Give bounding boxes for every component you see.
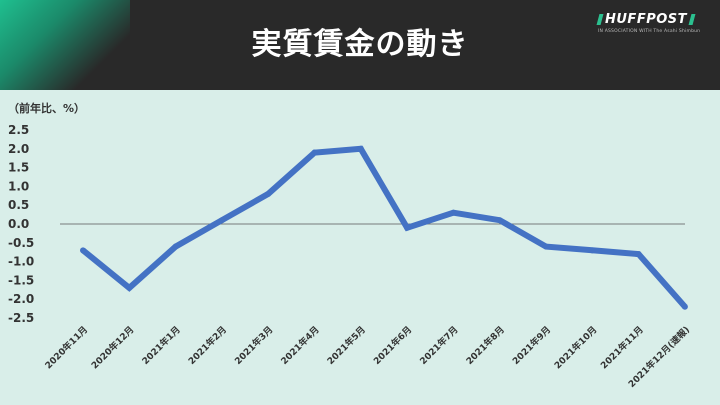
accent-gradient — [0, 0, 130, 90]
y-axis-ticks: 2.5 2.0 1.5 1.0 0.5 0.0 -0.5 -1.0 -1.5 -2.0 -2.5 — [8, 123, 34, 325]
y-tick-label: -2.5 — [8, 311, 34, 325]
x-tick-label: 2021年4月 — [278, 324, 321, 367]
logo-text: HUFFPOST — [605, 12, 688, 27]
data-point — [311, 149, 318, 156]
data-point — [450, 209, 457, 216]
series-line — [81, 145, 688, 309]
y-tick-label: 2.5 — [8, 123, 29, 137]
x-tick-label: 2021年1月 — [139, 324, 182, 367]
data-point — [635, 251, 642, 258]
data-point — [357, 145, 364, 152]
logo-mark: HUFFPOST — [596, 12, 708, 27]
y-tick-label: 2.0 — [8, 142, 29, 156]
x-tick-label: 2021年5月 — [325, 324, 368, 367]
y-tick-label: 0.5 — [8, 198, 29, 212]
data-point — [543, 243, 549, 250]
x-tick-label: 2021年7月 — [417, 324, 460, 367]
data-point — [126, 284, 133, 291]
y-tick-label: -1.5 — [8, 273, 34, 287]
y-tick-label: 0.0 — [8, 217, 29, 231]
data-point — [681, 303, 688, 310]
data-point — [80, 247, 86, 254]
x-tick-label: 2021年2月 — [186, 324, 229, 367]
x-tick-label: 2021年8月 — [463, 324, 506, 367]
x-tick-label: 2021年6月 — [371, 324, 414, 367]
x-tick-label: 2021年9月 — [510, 324, 553, 367]
y-tick-label: 1.5 — [8, 161, 29, 175]
x-tick-label: 2021年10月 — [552, 324, 600, 372]
y-tick-label: -0.5 — [8, 236, 34, 250]
data-point — [218, 217, 225, 224]
x-axis-ticks: 2020年11月 2020年12月 2021年1月 2021年2月 2021年3月 202… — [42, 324, 692, 390]
x-tick-label: 2021年3月 — [232, 324, 275, 367]
y-tick-label: -2.0 — [8, 292, 34, 306]
y-axis-unit-label: （前年比、%） — [8, 102, 86, 115]
x-tick-label: 2020年12月 — [89, 324, 137, 372]
data-point — [589, 247, 596, 254]
y-tick-label: -1.0 — [8, 255, 34, 269]
data-point — [496, 217, 503, 224]
data-point — [172, 243, 179, 250]
data-point — [265, 190, 272, 197]
x-tick-label: 2020年11月 — [42, 324, 90, 372]
huffpost-logo: HUFFPOST IN ASSOCIATION WITH The Asahi S… — [596, 12, 708, 34]
header-banner: 実質賃金の動き HUFFPOST IN ASSOCIATION WITH The… — [0, 0, 720, 90]
y-tick-label: 1.0 — [8, 179, 29, 193]
x-tick-label: 2021年11月 — [598, 324, 646, 372]
data-point — [404, 224, 411, 231]
chart-title: 実質賃金の動き — [251, 27, 469, 62]
data-points — [80, 145, 688, 310]
logo-tagline: IN ASSOCIATION WITH The Asahi Shimbun — [598, 29, 701, 34]
